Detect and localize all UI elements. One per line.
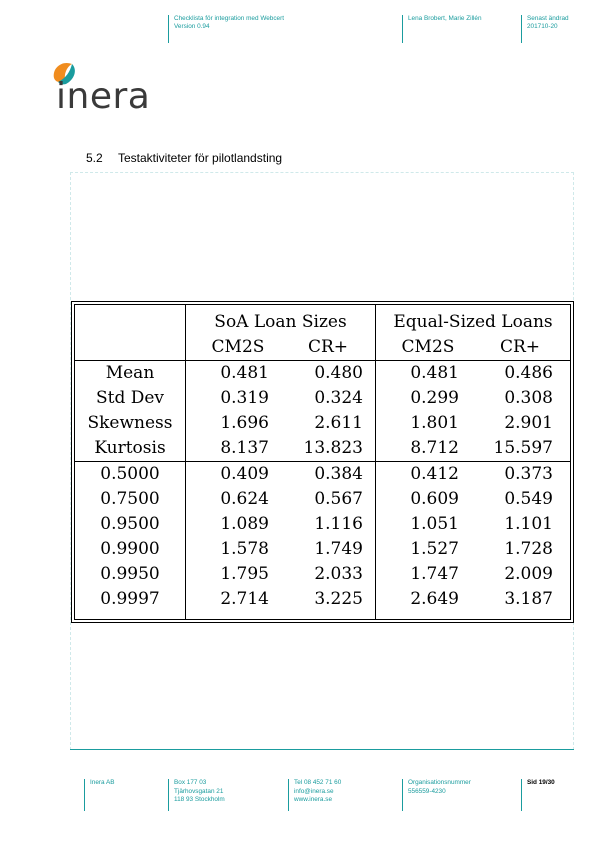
inera-logo: inera — [48, 56, 151, 117]
row-label: Std Dev — [95, 388, 165, 408]
table-cell: 0.549 — [504, 489, 553, 509]
table-cell: 0.373 — [504, 464, 553, 484]
table-cell: 1.801 — [410, 413, 459, 433]
row-label: 0.9500 — [100, 514, 160, 534]
row-label: 0.7500 — [100, 489, 160, 509]
table-cell: 1.749 — [314, 539, 363, 559]
table-divider-label — [185, 305, 186, 619]
table-cell: 2.009 — [504, 564, 553, 584]
header-changed-cell: Senast ändrad 201710-20 — [521, 15, 587, 43]
table-cell: 1.051 — [410, 514, 459, 534]
sub-header-soa-crplus: CR+ — [307, 337, 349, 357]
footer-company-cell: Inera AB — [84, 779, 162, 811]
section-title: Testaktiviteter för pilotlandsting — [118, 151, 283, 165]
table-cell: 3.225 — [314, 589, 363, 609]
table-cell: 0.624 — [220, 489, 269, 509]
row-label: 0.9997 — [100, 589, 160, 609]
footer-website[interactable]: www.inera.se — [294, 796, 333, 803]
table-cell: 1.089 — [220, 514, 269, 534]
page-number: Sid 19/30 — [527, 779, 555, 786]
table-cell: 15.597 — [493, 438, 553, 458]
row-label: Skewness — [87, 413, 173, 433]
group-header-equal: Equal-Sized Loans — [393, 312, 553, 332]
footer-address-line: Tjärhovsgatan 21 — [174, 787, 224, 795]
header-changed-label: Senast ändrad — [527, 15, 569, 22]
footer-address-line: Box 177 03 — [174, 779, 207, 786]
table-cell: 1.728 — [504, 539, 553, 559]
table-cell: 0.567 — [314, 489, 363, 509]
header-doc-title: Checklista för integration med Webcert — [174, 15, 284, 22]
table-cell: 0.609 — [410, 489, 459, 509]
table-cell: 8.137 — [220, 438, 269, 458]
header-doc-info: Checklista för integration med Webcert V… — [168, 15, 394, 43]
footer-address-line: 118 93 Stockholm — [174, 796, 225, 803]
table-cell: 1.527 — [410, 539, 459, 559]
table-cell: 2.649 — [410, 589, 459, 609]
table-cell: 0.486 — [504, 363, 553, 383]
sub-header-equal-crplus: CR+ — [499, 337, 541, 357]
table-cell: 3.187 — [504, 589, 553, 609]
table-cell: 1.795 — [220, 564, 269, 584]
footer-org-cell: Organisationsnummer 556559-4230 — [402, 779, 513, 811]
footer-org-number: 556559-4230 — [408, 787, 446, 795]
table-cell: 2.611 — [314, 413, 363, 433]
table-cell: 13.823 — [303, 438, 363, 458]
row-label: Kurtosis — [94, 438, 166, 458]
loan-statistics-table: SoA Loan Sizes Equal-Sized Loans CM2S CR… — [74, 304, 571, 620]
sub-header-soa-cm2s: CM2S — [211, 337, 265, 357]
row-label: 0.5000 — [100, 464, 160, 484]
table-cell: 0.299 — [410, 388, 459, 408]
table-cell: 2.901 — [504, 413, 553, 433]
table-cell: 1.101 — [504, 514, 553, 534]
footer-email[interactable]: info@inera.se — [294, 787, 334, 795]
footer-page-cell: Sid 19/30 — [521, 779, 587, 811]
footer-company: Inera AB — [90, 779, 115, 786]
sub-header-equal-cm2s: CM2S — [401, 337, 455, 357]
content-bottom-rule — [70, 749, 574, 750]
table-divider-groups — [375, 305, 376, 619]
logo-text: inera — [56, 76, 151, 117]
inera-logo-icon — [53, 62, 75, 85]
table-cell: 1.578 — [220, 539, 269, 559]
table-cell: 0.480 — [314, 363, 363, 383]
table-cell: 1.696 — [220, 413, 269, 433]
table-cell: 0.412 — [410, 464, 459, 484]
footer-address-cell: Box 177 03 Tjärhovsgatan 21 118 93 Stock… — [168, 779, 279, 811]
table-cell: 0.324 — [314, 388, 363, 408]
table-cell: 8.712 — [410, 438, 459, 458]
table-cell: 0.308 — [504, 388, 553, 408]
row-label: 0.9950 — [100, 564, 160, 584]
table-cell: 2.033 — [314, 564, 363, 584]
footer-contact-cell: Tel 08 452 71 60 info@inera.se www.inera… — [288, 779, 394, 811]
footer-phone: Tel 08 452 71 60 — [294, 779, 342, 786]
row-label: Mean — [105, 363, 155, 383]
table-header-rule — [75, 360, 570, 361]
header-authors: Lena Brobert, Marie Zillén — [408, 15, 482, 22]
table-cell: 0.481 — [410, 363, 459, 383]
table-cell: 0.481 — [220, 363, 269, 383]
table-section-rule — [75, 461, 570, 462]
table-cell: 0.319 — [220, 388, 269, 408]
footer-org-label: Organisationsnummer — [408, 779, 471, 786]
table-cell: 1.116 — [314, 514, 363, 534]
header-authors-cell: Lena Brobert, Marie Zillén — [402, 15, 513, 43]
table-cell: 1.747 — [410, 564, 459, 584]
header-changed-date: 201710-20 — [527, 23, 558, 30]
table-cell: 2.714 — [220, 589, 269, 609]
table-cell: 0.409 — [220, 464, 269, 484]
group-header-soa: SoA Loan Sizes — [214, 312, 347, 332]
section-number: 5.2 — [86, 151, 103, 165]
row-label: 0.9900 — [100, 539, 160, 559]
section-heading: 5.2 Testaktiviteter för pilotlandsting — [86, 151, 282, 165]
header-version: Version 0.94 — [174, 23, 210, 30]
table-cell: 0.384 — [314, 464, 363, 484]
